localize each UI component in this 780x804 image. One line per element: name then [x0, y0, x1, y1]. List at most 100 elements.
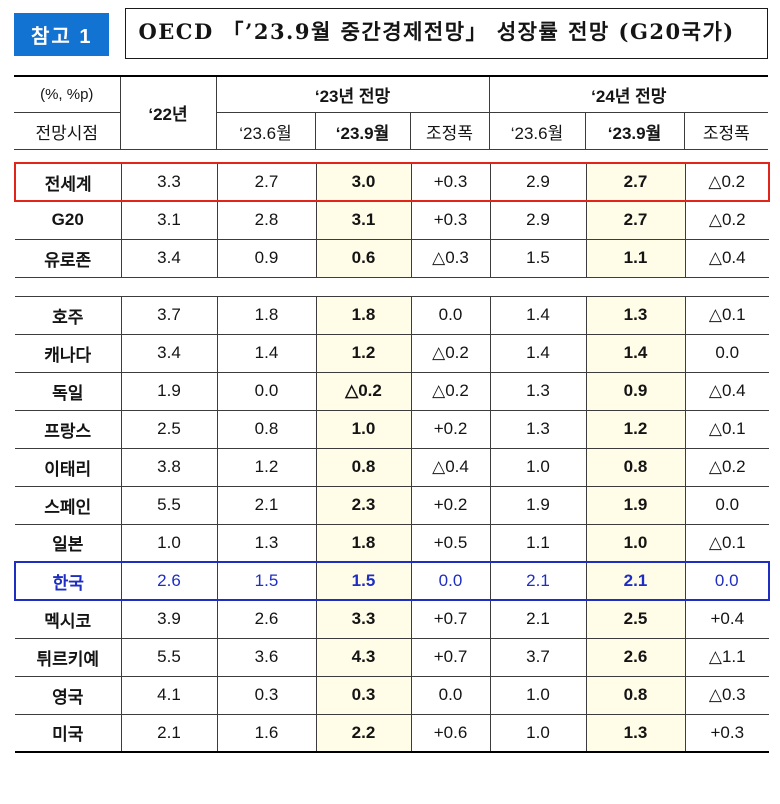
cell-value: 4.3: [315, 638, 411, 677]
cell-value: △0.3: [410, 239, 490, 278]
page: 참고 1 OECD 「’23.9월 중간경제전망」 성장률 전망 (G20국가)…: [14, 8, 770, 754]
cell-value: 3.1: [120, 201, 217, 240]
row-label: G20: [15, 201, 121, 240]
cell-value: 4.1: [120, 676, 217, 715]
cell-value: △0.4: [684, 239, 769, 278]
cell-value: 3.7: [489, 638, 586, 677]
cell-value: +0.2: [410, 486, 490, 525]
cell-value: 5.5: [120, 486, 217, 525]
cell-value: 0.8: [585, 448, 685, 487]
cell-value: 0.0: [410, 561, 490, 602]
cell-value: 3.4: [120, 334, 217, 373]
cell-value: △1.1: [684, 638, 769, 677]
cell-value: 1.5: [315, 561, 411, 602]
table-row: 한국 2.6 1.5 1.5 0.0 2.1 2.1 0.0: [14, 561, 770, 602]
cell-value: △0.2: [684, 201, 769, 240]
row-label: 독일: [15, 372, 121, 411]
cell-value: 1.5: [216, 561, 316, 602]
cell-value: 2.2: [315, 714, 411, 754]
header-row-groups: (%, %p) ‘22년 ‘23년 전망 ‘24년 전망: [14, 74, 769, 151]
row-label: 영국: [15, 676, 121, 715]
cell-value: 2.9: [489, 201, 586, 240]
header-row-sub: 전망시점 ‘23.6월 ‘23.9월 조정폭 ‘23.6월 ‘23.9월 조정폭: [14, 112, 769, 151]
cell-value: 1.4: [489, 295, 586, 335]
table-row: 호주 3.7 1.8 1.8 0.0 1.4 1.3 △0.1: [15, 295, 769, 335]
table-row: 스페인 5.5 2.1 2.3 +0.2 1.9 1.9 0.0: [15, 486, 769, 525]
cell-value: 3.3: [120, 162, 217, 203]
cell-value: 0.0: [684, 486, 769, 525]
cell-value: 2.6: [585, 638, 685, 677]
cell-value: 2.1: [489, 561, 586, 602]
row-label: 이태리: [15, 448, 121, 487]
cell-value: +0.4: [684, 600, 769, 639]
cell-value: 1.0: [489, 714, 586, 754]
table-row: 프랑스 2.5 0.8 1.0 +0.2 1.3 1.2 △0.1: [15, 410, 769, 449]
table-row: 전세계 3.3 2.7 3.0 +0.3 2.9 2.7 △0.2: [14, 162, 770, 203]
col-header-2023-sep: ‘23.9월: [314, 112, 410, 151]
col-group-2024-forecast: ‘24년 전망: [488, 74, 769, 114]
row-label: 한국: [14, 561, 121, 602]
cell-value: 1.2: [216, 448, 316, 487]
cell-value: 2.1: [489, 600, 586, 639]
cell-value: 0.0: [410, 676, 490, 715]
table-row: 독일 1.9 0.0 △0.2 △0.2 1.3 0.9 △0.4: [15, 372, 769, 411]
cell-value: 0.0: [410, 295, 490, 335]
cell-value: +0.3: [410, 162, 490, 203]
forecast-table-section-aggregates: 전세계 3.3 2.7 3.0 +0.3 2.9 2.7 △0.2 G20 3.1 2.8 3.1 +0…: [14, 162, 770, 278]
cell-value: 3.0: [315, 162, 411, 203]
cell-value: 1.8: [315, 524, 411, 563]
cell-value: 1.0: [489, 448, 586, 487]
cell-value: 0.8: [315, 448, 411, 487]
cell-value: 1.3: [216, 524, 316, 563]
cell-value: 1.3: [585, 295, 685, 335]
cell-value: △0.2: [410, 372, 490, 411]
col-header-2024-sep: ‘23.9월: [584, 112, 685, 151]
cell-value: 2.1: [585, 561, 685, 602]
cell-value: 2.7: [585, 162, 685, 203]
table-row: 영국 4.1 0.3 0.3 0.0 1.0 0.8 △0.3: [15, 676, 769, 715]
cell-value: 1.9: [489, 486, 586, 525]
cell-value: 1.3: [489, 372, 586, 411]
table-row: 이태리 3.8 1.2 0.8 △0.4 1.0 0.8 △0.2: [15, 448, 769, 487]
cell-value: 3.1: [315, 201, 411, 240]
cell-value: 0.0: [684, 334, 769, 373]
cell-value: +0.5: [410, 524, 490, 563]
cell-value: 1.5: [489, 239, 586, 278]
cell-value: 3.7: [120, 295, 217, 335]
row-label: 미국: [15, 714, 121, 754]
cell-value: 3.3: [315, 600, 411, 639]
cell-value: 2.6: [120, 561, 217, 602]
cell-value: △0.4: [684, 372, 769, 411]
cell-value: 3.8: [120, 448, 217, 487]
cell-value: 1.0: [489, 676, 586, 715]
cell-value: 1.0: [315, 410, 411, 449]
cell-value: 1.9: [585, 486, 685, 525]
row-label: 스페인: [15, 486, 121, 525]
cell-value: △0.1: [684, 524, 769, 563]
cell-value: 1.0: [585, 524, 685, 563]
cell-value: △0.2: [410, 334, 490, 373]
cell-value: △0.2: [684, 448, 769, 487]
cell-value: 0.3: [315, 676, 411, 715]
row-label: 호주: [15, 295, 121, 335]
row-label: 멕시코: [15, 600, 121, 639]
table-row: G20 3.1 2.8 3.1 +0.3 2.9 2.7 △0.2: [15, 201, 769, 240]
page-header: 참고 1 OECD 「’23.9월 중간경제전망」 성장률 전망 (G20국가): [14, 8, 768, 59]
cell-value: 0.3: [216, 676, 316, 715]
table-row: 일본 1.0 1.3 1.8 +0.5 1.1 1.0 △0.1: [15, 524, 769, 563]
unit-label: (%, %p): [14, 74, 120, 114]
cell-value: 2.1: [216, 486, 316, 525]
forecast-table-section-countries: 호주 3.7 1.8 1.8 0.0 1.4 1.3 △0.1 캐나다 3.4 1.4 1.2 △0.2…: [14, 295, 770, 754]
cell-value: 1.6: [216, 714, 316, 754]
cell-value: 1.2: [315, 334, 411, 373]
cell-value: 2.7: [585, 201, 685, 240]
cell-value: △0.2: [684, 162, 770, 203]
cell-value: △0.4: [410, 448, 490, 487]
forecast-table-header: (%, %p) ‘22년 ‘23년 전망 ‘24년 전망 전망시점 ‘23.6월…: [14, 74, 769, 151]
row-label: 튀르키예: [15, 638, 121, 677]
table-row: 유로존 3.4 0.9 0.6 △0.3 1.5 1.1 △0.4: [15, 239, 769, 278]
row-label: 일본: [15, 524, 121, 563]
table-row: 튀르키예 5.5 3.6 4.3 +0.7 3.7 2.6 △1.1: [15, 638, 769, 677]
cell-value: +0.6: [410, 714, 490, 754]
col-group-2023-forecast: ‘23년 전망: [215, 74, 490, 114]
